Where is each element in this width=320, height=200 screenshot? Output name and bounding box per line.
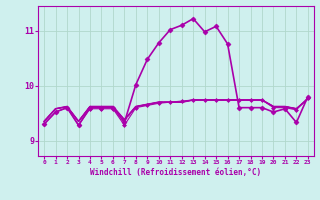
X-axis label: Windchill (Refroidissement éolien,°C): Windchill (Refroidissement éolien,°C) (91, 168, 261, 177)
